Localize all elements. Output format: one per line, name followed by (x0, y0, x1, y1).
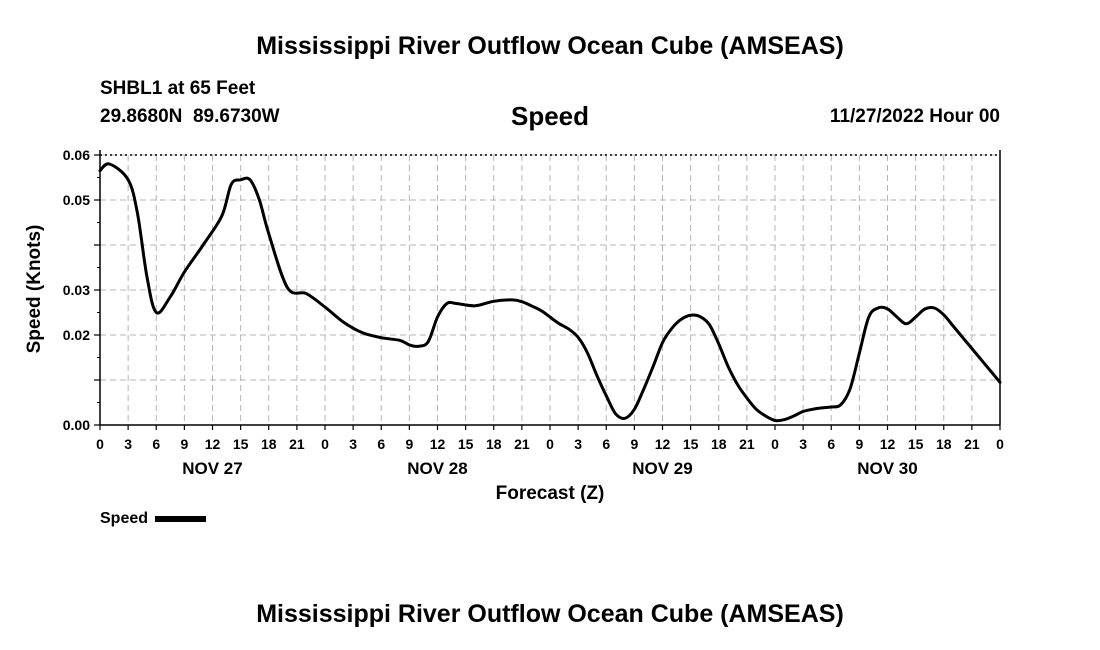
x-tick-label: 18 (711, 436, 727, 452)
x-tick-label: 12 (655, 436, 671, 452)
y-tick-label: 0.02 (63, 327, 90, 343)
day-label: NOV 30 (857, 459, 917, 478)
x-tick-label: 0 (996, 436, 1004, 452)
x-tick-label: 6 (377, 436, 385, 452)
x-tick-label: 9 (630, 436, 638, 452)
x-tick-label: 21 (514, 436, 530, 452)
x-tick-label: 21 (289, 436, 305, 452)
x-tick-label: 0 (771, 436, 779, 452)
x-tick-label: 6 (602, 436, 610, 452)
x-tick-label: 18 (261, 436, 277, 452)
y-tick-label: 0.05 (63, 192, 90, 208)
x-tick-label: 9 (180, 436, 188, 452)
day-label: NOV 28 (407, 459, 467, 478)
x-tick-label: 9 (855, 436, 863, 452)
x-tick-label: 3 (124, 436, 132, 452)
day-label: NOV 29 (632, 459, 692, 478)
station-label: SHBL1 at 65 Feet (100, 78, 256, 99)
legend: Speed (100, 510, 207, 528)
x-tick-label: 9 (405, 436, 413, 452)
x-tick-label: 15 (683, 436, 699, 452)
x-tick-label: 6 (827, 436, 835, 452)
x-tick-label: 6 (152, 436, 160, 452)
legend-label: Speed (100, 510, 149, 527)
legend-line-swatch (155, 515, 207, 522)
chart-title-top: Mississippi River Outflow Ocean Cube (AM… (256, 32, 844, 60)
x-axis-label: Forecast (Z) (495, 483, 605, 504)
x-tick-label: 3 (349, 436, 357, 452)
coordinates-label: 29.8680N 89.6730W (100, 106, 280, 127)
x-tick-label: 15 (233, 436, 249, 452)
x-tick-label: 12 (205, 436, 221, 452)
x-tick-label: 12 (880, 436, 896, 452)
x-tick-label: 18 (936, 436, 952, 452)
x-tick-label: 18 (486, 436, 502, 452)
x-tick-label: 15 (908, 436, 924, 452)
forecast-datetime: 11/27/2022 Hour 00 (829, 106, 1000, 127)
x-tick-label: 0 (321, 436, 329, 452)
y-tick-label: 0.03 (63, 282, 90, 298)
plot-subtitle: Speed (510, 101, 590, 131)
x-tick-label: 0 (96, 436, 104, 452)
x-tick-label: 21 (739, 436, 755, 452)
y-tick-label: 0.06 (63, 147, 90, 163)
y-tick-label: 0.00 (63, 417, 90, 433)
chart-title-bottom: Mississippi River Outflow Ocean Cube (AM… (256, 600, 844, 628)
x-tick-label: 3 (574, 436, 582, 452)
x-tick-label: 12 (430, 436, 446, 452)
series-line-speed (98, 162, 1002, 423)
x-tick-label: 15 (458, 436, 474, 452)
x-tick-label: 21 (964, 436, 980, 452)
day-label: NOV 27 (182, 459, 242, 478)
x-tick-label: 3 (799, 436, 807, 452)
x-tick-label: 0 (546, 436, 554, 452)
